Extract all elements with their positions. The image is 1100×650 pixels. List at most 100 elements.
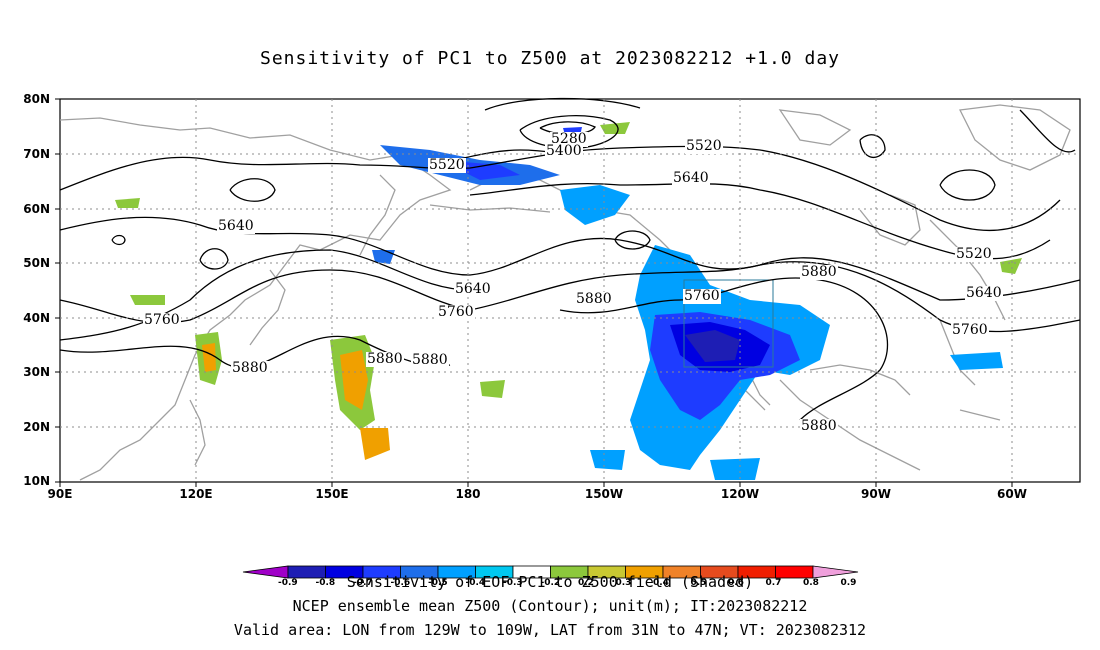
lat-label-30n: 30N [23, 365, 50, 379]
contour-label-5880: 5880 [800, 264, 838, 280]
contour-5760-1 [59, 261, 1081, 333]
caption-line1: Sensitivity of EOF PC1 to Z500 field (Sh… [346, 573, 754, 591]
lat-label-20n: 20N [23, 420, 50, 434]
shade-warm-south [360, 428, 390, 460]
colorbar-tick-label: -0.2 [540, 578, 561, 588]
shade-blue-south [590, 450, 625, 470]
coastline-gulf [809, 364, 911, 396]
contour-arctic-high-1 [484, 97, 641, 111]
shade-blue-east [950, 352, 1003, 370]
coastline-mexico [779, 379, 921, 471]
colorbar [242, 565, 859, 579]
contour-5760-2 [59, 249, 471, 341]
shade-green-2 [130, 295, 165, 305]
colorbar-right-arrow [812, 565, 859, 579]
lat-label-60n: 60N [23, 202, 50, 216]
contour-label-5880: 5880 [800, 418, 838, 434]
lat-label-10n: 10N [23, 474, 50, 488]
colorbar-tick-label: 0.8 [803, 578, 819, 588]
colorbar-tick-label: 0.9 [840, 578, 857, 588]
lon-label-120e: 120E [179, 487, 213, 501]
contour-5400 [519, 115, 619, 149]
lat-label-50n: 50N [23, 256, 50, 270]
colorbar-tick-label: 0.5 [690, 578, 707, 588]
shade-green-3 [480, 380, 505, 398]
colorbar-tick-label: -0.5 [428, 578, 448, 588]
contour-label-5880: 5880 [575, 291, 613, 307]
contour-low-1 [229, 178, 276, 202]
lon-label-180: 180 [455, 487, 481, 501]
lat-label-70n: 70N [23, 147, 50, 161]
colorbar-tick-label: -0.9 [278, 578, 298, 588]
colorbar-tick-label: 0.3 [615, 578, 632, 588]
lon-label-150e: 150E [315, 487, 349, 501]
contour-low-2 [199, 248, 229, 270]
contour-label-5640: 5640 [672, 170, 710, 186]
colorbar-tick-label: 0.2 [578, 578, 594, 588]
contour-arctic-2 [859, 134, 886, 159]
coastline-arctic-islands [778, 109, 852, 146]
contour-high-1 [614, 230, 651, 250]
coastline-aleutians [429, 204, 551, 213]
contour-greenland-2 [1019, 109, 1076, 153]
shade-eastpacific-darkcore [685, 330, 740, 362]
coastline-caribbean [959, 409, 1001, 421]
shade-green-5 [1000, 258, 1022, 274]
lon-label-150w: 150W [584, 487, 624, 501]
shade-blue-south2 [710, 458, 760, 480]
colorbar-tick-label: -0.7 [353, 578, 373, 588]
contour-label-5280: 5280 [550, 131, 588, 147]
coastline-hudson [859, 194, 921, 246]
contour-label-5640: 5640 [217, 218, 255, 234]
colorbar-tick-label: -0.3 [503, 578, 523, 588]
contour-label-5760: 5760 [437, 304, 475, 320]
sensitivity-shading [115, 122, 1022, 480]
lat-label-80n: 80N [23, 92, 50, 106]
contour-greenland-1 [939, 169, 996, 201]
shade-warm-wpac2-core [202, 343, 216, 372]
shade-warm-wpac1-core [340, 350, 368, 410]
coastline-east-canada [929, 219, 1006, 321]
shade-gulf-alaska [560, 185, 630, 225]
shade-blue-50n [372, 250, 395, 264]
map-title: Sensitivity of PC1 to Z500 at 2023082212… [259, 48, 840, 69]
contour-label-5520: 5520 [955, 246, 993, 262]
contour-label-5520: 5520 [685, 138, 723, 154]
colorbar-tick-label: 0.4 [653, 578, 669, 588]
contour-label-5400: 5400 [545, 143, 583, 159]
colorbar-tick-label: -0.4 [465, 578, 486, 588]
contour-label-5760: 5760 [951, 322, 989, 338]
caption-line3: Valid area: LON from 129W to 109W, LAT f… [233, 621, 867, 639]
graticule [60, 99, 1080, 482]
colorbar-tick-label: 0.7 [765, 578, 782, 588]
valid-area-box [683, 279, 774, 368]
lon-label-120w: 120W [720, 487, 760, 501]
caption-line2: NCEP ensemble mean Z500 (Contour); unit(… [292, 597, 808, 615]
tick-marks [55, 98, 1013, 487]
lon-label-60w: 60W [997, 487, 1027, 501]
contour-label-5640: 5640 [965, 285, 1003, 301]
contour-small-1 [111, 234, 126, 246]
lon-label-90e: 90E [47, 487, 73, 501]
lon-label-90w: 90W [861, 487, 891, 501]
contour-label-5760: 5760 [143, 312, 181, 328]
contour-label-5880: 5880 [366, 351, 404, 367]
lat-label-40n: 40N [23, 311, 50, 325]
contour-label-5640: 5640 [454, 281, 492, 297]
contour-label-5760: 5760 [683, 288, 721, 304]
contour-label-5880: 5880 [411, 352, 449, 368]
colorbar-tick-label: -0.6 [390, 578, 411, 588]
contour-5640-1 [59, 216, 1081, 301]
coastline-eurasia [59, 117, 452, 481]
coastline-japan [249, 269, 286, 346]
contour-label-5520: 5520 [428, 157, 466, 173]
shade-green-1 [115, 198, 140, 208]
coastline-kamchatka [359, 174, 396, 256]
colorbar-tick-label: -0.8 [315, 578, 336, 588]
colorbar-tick-label: 0.6 [728, 578, 744, 588]
shade-green-4 [600, 122, 630, 134]
coastline-philippines [189, 399, 206, 466]
contour-label-5880: 5880 [231, 360, 269, 376]
coastline-greenland [959, 104, 1071, 171]
